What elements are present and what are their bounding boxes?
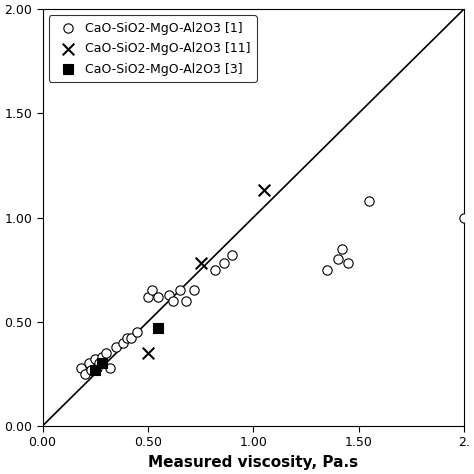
CaO-SiO2-MgO-Al2O3 [1] [191,287,198,294]
CaO-SiO2-MgO-Al2O3 [1] [93,364,101,371]
CaO-SiO2-MgO-Al2O3 [1] [106,364,114,371]
CaO-SiO2-MgO-Al2O3 [1] [365,197,373,205]
CaO-SiO2-MgO-Al2O3 [3] [155,324,162,332]
CaO-SiO2-MgO-Al2O3 [1] [148,287,156,294]
CaO-SiO2-MgO-Al2O3 [1] [87,366,95,374]
CaO-SiO2-MgO-Al2O3 [11] [144,349,152,357]
CaO-SiO2-MgO-Al2O3 [1] [144,293,152,301]
CaO-SiO2-MgO-Al2O3 [1] [127,335,135,342]
CaO-SiO2-MgO-Al2O3 [1] [460,214,468,221]
CaO-SiO2-MgO-Al2O3 [1] [165,291,173,299]
CaO-SiO2-MgO-Al2O3 [1] [102,349,109,357]
CaO-SiO2-MgO-Al2O3 [1] [96,360,103,367]
CaO-SiO2-MgO-Al2O3 [1] [134,328,141,336]
CaO-SiO2-MgO-Al2O3 [1] [176,287,183,294]
CaO-SiO2-MgO-Al2O3 [11] [260,187,267,194]
CaO-SiO2-MgO-Al2O3 [1] [344,260,352,267]
CaO-SiO2-MgO-Al2O3 [1] [169,297,177,305]
CaO-SiO2-MgO-Al2O3 [1] [220,260,228,267]
CaO-SiO2-MgO-Al2O3 [11] [197,260,204,267]
CaO-SiO2-MgO-Al2O3 [3] [98,360,105,367]
CaO-SiO2-MgO-Al2O3 [1] [91,356,99,363]
CaO-SiO2-MgO-Al2O3 [1] [81,370,89,378]
CaO-SiO2-MgO-Al2O3 [1] [155,293,162,301]
CaO-SiO2-MgO-Al2O3 [1] [77,364,84,371]
CaO-SiO2-MgO-Al2O3 [1] [338,245,346,253]
CaO-SiO2-MgO-Al2O3 [1] [98,353,105,361]
CaO-SiO2-MgO-Al2O3 [1] [112,343,120,350]
CaO-SiO2-MgO-Al2O3 [1] [334,255,341,263]
CaO-SiO2-MgO-Al2O3 [1] [323,266,331,273]
X-axis label: Measured viscosity, Pa.s: Measured viscosity, Pa.s [148,455,358,470]
CaO-SiO2-MgO-Al2O3 [1] [182,297,190,305]
Legend: CaO-SiO2-MgO-Al2O3 [1], CaO-SiO2-MgO-Al2O3 [11], CaO-SiO2-MgO-Al2O3 [3]: CaO-SiO2-MgO-Al2O3 [1], CaO-SiO2-MgO-Al2… [49,16,257,82]
CaO-SiO2-MgO-Al2O3 [1] [211,266,219,273]
CaO-SiO2-MgO-Al2O3 [1] [119,339,127,346]
CaO-SiO2-MgO-Al2O3 [1] [85,360,93,367]
CaO-SiO2-MgO-Al2O3 [3] [91,366,99,374]
CaO-SiO2-MgO-Al2O3 [1] [123,335,131,342]
CaO-SiO2-MgO-Al2O3 [1] [228,251,236,259]
